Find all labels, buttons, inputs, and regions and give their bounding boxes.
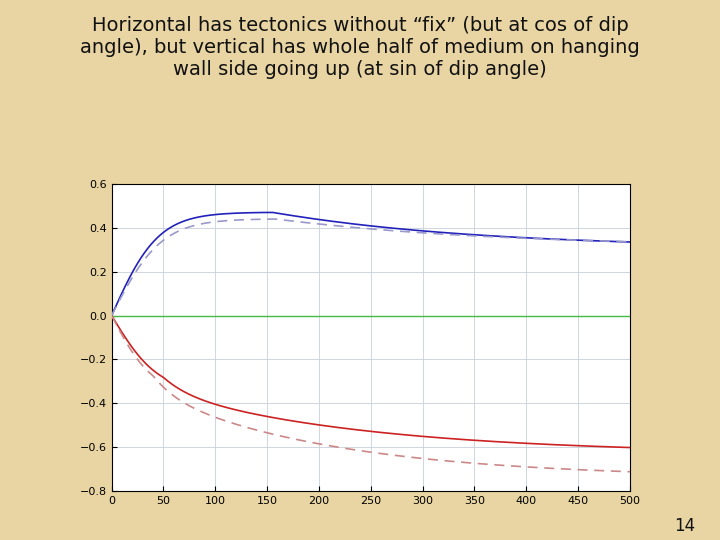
- Text: 14: 14: [674, 517, 695, 535]
- Text: Horizontal has tectonics without “fix” (but at cos of dip
angle), but vertical h: Horizontal has tectonics without “fix” (…: [80, 16, 640, 79]
